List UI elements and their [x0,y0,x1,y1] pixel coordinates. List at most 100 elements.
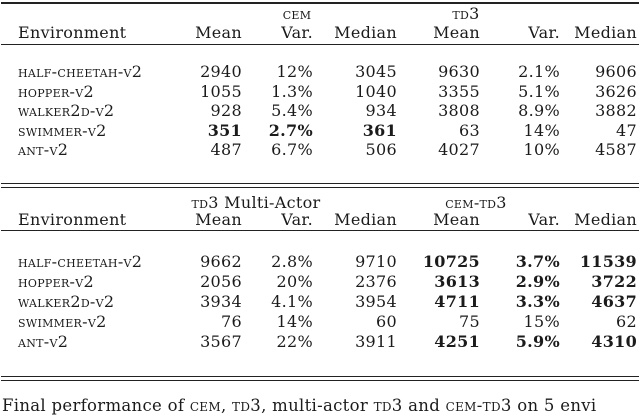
environment-name: swimmer-v2 [18,312,107,331]
table-row: swimmer-v2 76 14% 60 75 15% 62 [0,312,640,332]
value-cell: 62 [616,312,637,331]
value-cell: 1.3% [271,81,313,101]
value-cell: 4711 [434,292,480,311]
environment-name: walker2d-v2 [18,292,115,311]
value-cell: 76 [221,312,242,331]
caption-text: on 5 envi [511,396,597,415]
value-cell: 20% [276,272,313,291]
value-cell: 934 [365,101,397,121]
column-header-median: Median [334,210,397,229]
value-cell: 14% [523,120,560,140]
caption-algorithm-name: cem [189,396,221,415]
caption-algorithm-name: td3 [373,396,403,415]
caption-text: , [220,396,233,415]
group-label: cem [282,4,312,23]
value-cell: 14% [276,312,313,331]
value-cell: 487 [210,140,242,160]
group-label: td3 [452,4,480,23]
group-label-rest: Multi-Actor [218,193,321,212]
column-header-var: Var. [528,23,560,42]
value-cell: 3882 [595,101,637,121]
table2-bottom-rule-b [1,380,639,382]
value-cell: 2056 [200,272,242,291]
value-cell: 3355 [438,81,480,101]
value-cell: 3808 [438,101,480,121]
value-cell: 3567 [200,332,242,351]
value-cell: 1040 [355,81,397,101]
value-cell: 22% [276,332,313,351]
value-cell: 4.1% [271,292,313,311]
environment-name: ant-v2 [18,332,69,351]
value-cell: 3911 [355,332,397,351]
value-cell: 361 [362,120,397,140]
table2-header-rule [1,230,639,232]
value-cell: 2376 [355,272,397,291]
value-cell: 9606 [595,62,637,81]
value-cell: 3954 [355,292,397,311]
table1-group-header-td3: td3 [452,6,479,22]
column-header-var: Var. [528,210,560,229]
caption-text: Final performance of [2,396,190,415]
table1-group-header-row: cem td3 [0,6,640,22]
column-header-var: Var. [281,23,313,42]
value-cell: 9710 [355,252,397,271]
value-cell: 47 [616,120,637,140]
value-cell: 3722 [591,272,637,291]
table1-bottom-rule-b [1,187,639,189]
value-cell: 2940 [200,62,242,81]
value-cell: 8.9% [518,101,560,121]
value-cell: 4027 [438,140,480,160]
table2-body: half-cheetah-v2 9662 2.8% 9710 10725 3.7% 1153… [0,252,640,352]
column-header-median: Median [334,23,397,42]
group-label: cem-td3 [445,193,507,212]
value-cell: 928 [210,101,242,121]
environment-name: half-cheetah-v2 [18,62,143,81]
column-header-median: Median [574,210,637,229]
table-row: half-cheetah-v2 2940 12% 3045 9630 2.1% 9606 [0,62,640,82]
table-row: hopper-v2 2056 20% 2376 3613 2.9% 3722 [0,272,640,292]
value-cell: 2.9% [515,272,560,291]
column-header-environment: Environment [18,23,127,42]
value-cell: 11539 [579,252,637,271]
value-cell: 5.1% [518,81,560,101]
value-cell: 4637 [591,292,637,311]
column-header-mean: Mean [433,210,480,229]
table-row: walker2d-v2 928 5.4% 934 3808 8.9% 3882 [0,101,640,121]
column-header-median: Median [574,23,637,42]
table2-group-header-td3-multi-actor: td3 Multi-Actor [192,195,321,211]
value-cell: 2.1% [518,62,560,81]
value-cell: 506 [365,140,397,160]
table1-bottom-rule-a [1,183,639,185]
caption-text: , multi-actor [261,396,374,415]
table1-header-rule [1,44,639,46]
value-cell: 3613 [434,272,480,291]
table-caption: Final performance of cem, td3, multi-act… [2,396,640,415]
value-cell: 5.9% [515,332,560,351]
value-cell: 15% [523,312,560,331]
column-header-mean: Mean [195,23,242,42]
table1-column-header-row: Environment Mean Var. Median Mean Var. M… [0,24,640,42]
table2-group-header-cem-td3: cem-td3 [445,195,507,211]
environment-name: half-cheetah-v2 [18,252,143,271]
value-cell: 3045 [355,62,397,81]
caption-algorithm-name: cem-td3 [445,396,512,415]
value-cell: 3.3% [515,292,560,311]
table-row: walker2d-v2 3934 4.1% 3954 4711 3.3% 4637 [0,292,640,312]
table1-group-header-cem: cem [283,6,312,22]
environment-name: walker2d-v2 [18,101,115,121]
table-row: swimmer-v2 351 2.7% 361 63 14% 47 [0,121,640,141]
table2-column-header-row: Environment Mean Var. Median Mean Var. M… [0,211,640,229]
table-row: half-cheetah-v2 9662 2.8% 9710 10725 3.7% 1153… [0,252,640,272]
table1-top-rule [1,2,639,4]
value-cell: 1055 [200,81,242,101]
value-cell: 5.4% [271,101,313,121]
value-cell: 2.8% [271,252,313,271]
value-cell: 4251 [434,332,480,351]
value-cell: 75 [459,312,480,331]
value-cell: 351 [207,120,242,140]
environment-name: hopper-v2 [18,81,94,101]
value-cell: 9662 [200,252,242,271]
value-cell: 3.7% [515,252,560,271]
value-cell: 6.7% [271,140,313,160]
